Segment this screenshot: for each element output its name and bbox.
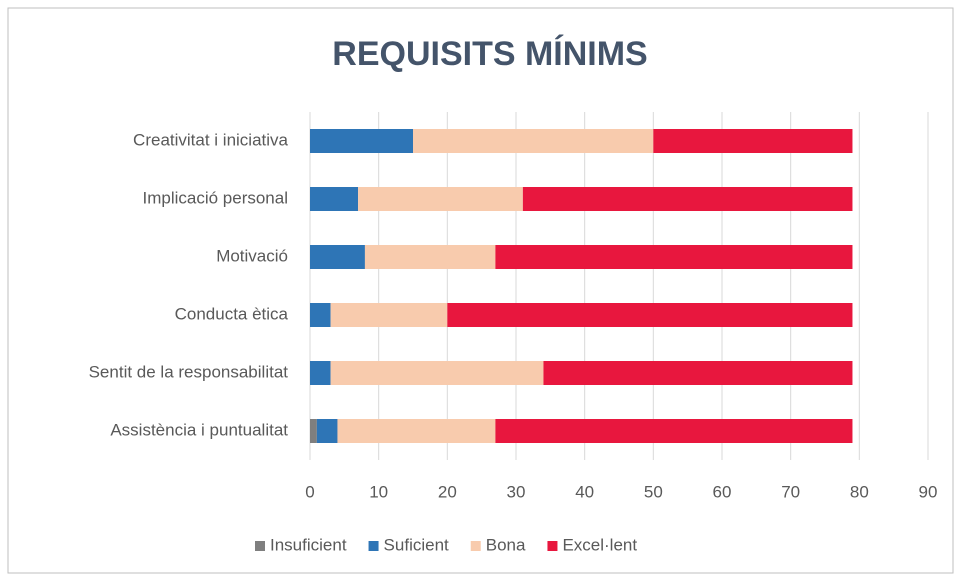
x-tick-label: 30 [507, 482, 526, 501]
bar-segment [337, 419, 496, 443]
x-tick-label: 20 [438, 482, 457, 501]
y-tick-label: Implicació personal [142, 188, 288, 207]
bar-segment [364, 245, 496, 269]
x-tick-label: 40 [575, 482, 594, 501]
legend-label: Bona [486, 535, 526, 554]
x-tick-label: 10 [369, 482, 388, 501]
legend-swatch [547, 541, 558, 551]
bar-segment [522, 187, 853, 211]
bar-segment [495, 245, 853, 269]
bar-segment [310, 361, 331, 385]
bar-segment [358, 187, 523, 211]
chart-title: REQUISITS MÍNIMS [332, 35, 647, 73]
bar-segment [495, 419, 853, 443]
bar-segment [653, 129, 853, 153]
x-tick-label: 80 [850, 482, 869, 501]
y-tick-label: Motivació [216, 246, 288, 265]
bar-segment [447, 303, 853, 327]
legend-swatch [368, 541, 379, 551]
y-tick-label: Creativitat i iniciativa [133, 130, 288, 149]
y-tick-label: Conducta ètica [175, 304, 289, 323]
bar-segment [543, 361, 853, 385]
bar-segment [310, 187, 359, 211]
bar-segment [310, 245, 365, 269]
legend-label: Excel·lent [562, 535, 637, 554]
x-tick-label: 60 [713, 482, 732, 501]
x-tick-label: 0 [305, 482, 314, 501]
legend-label: Suficient [384, 535, 449, 554]
y-tick-label: Sentit de la responsabilitat [89, 362, 289, 381]
bar-segment [310, 129, 413, 153]
y-tick-label: Assistència i puntualitat [110, 420, 288, 439]
x-tick-label: 70 [781, 482, 800, 501]
legend-swatch [470, 541, 481, 551]
bar-segment [310, 303, 331, 327]
bar-segment [413, 129, 654, 153]
legend-label: Insuficient [270, 535, 347, 554]
x-tick-label: 90 [919, 482, 938, 501]
chart-frame [7, 7, 954, 574]
legend-swatch [255, 541, 265, 551]
bar-segment [330, 361, 544, 385]
bar-segment [330, 303, 448, 327]
bar-segment [310, 419, 317, 443]
x-tick-label: 50 [644, 482, 663, 501]
bar-segment [316, 419, 338, 443]
